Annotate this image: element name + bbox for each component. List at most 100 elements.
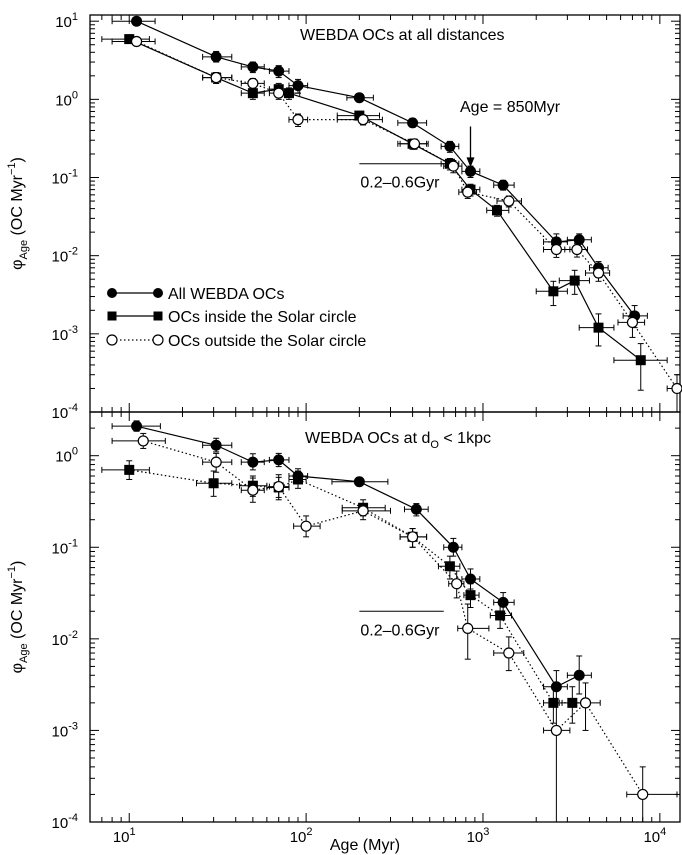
x-tick-exponent: 1: [130, 826, 136, 838]
y-tick-label: 10-1: [52, 168, 78, 188]
data-point-filled-circle: [464, 573, 476, 585]
x-tick-base: 10: [113, 829, 130, 846]
data-point-filled-square: [247, 88, 258, 99]
data-point-filled-square: [569, 275, 580, 286]
data-point-filled-circle: [210, 51, 222, 63]
y-tick-base: 10: [52, 171, 69, 188]
legend-marker-filled-square: [107, 311, 117, 321]
data-point-open-circle: [550, 724, 562, 737]
y-tick-label: 10-4: [52, 812, 78, 832]
legend-marker-filled-circle: [107, 288, 117, 298]
y-label-symbol: φ: [9, 663, 26, 673]
data-point-filled-circle: [497, 179, 509, 191]
data-point-open-circle: [462, 186, 474, 198]
y-tick-label: 10-2: [52, 246, 78, 266]
data-point-filled-square: [548, 286, 559, 297]
legend-label: All WEBDA OCs: [168, 286, 284, 303]
data-point-filled-circle: [292, 80, 304, 92]
panel-annotation: WEBDA OCs at dO < 1kpc: [305, 430, 491, 451]
data-point-open-circle: [210, 456, 222, 468]
age-annotation: Age = 850Myr: [460, 99, 561, 116]
series-line-filled-circle: [136, 20, 636, 317]
data-point-open-circle: [247, 77, 259, 89]
data-point-filled-square: [635, 355, 646, 366]
data-point-filled-circle: [273, 454, 285, 466]
data-point-open-circle: [579, 697, 592, 709]
data-point-open-circle: [210, 71, 222, 84]
x-tick-exponent: 3: [483, 826, 489, 838]
y-tick-base: 10: [52, 815, 69, 832]
data-point-filled-circle: [131, 420, 143, 432]
series-line-filled-square: [129, 469, 573, 704]
age-bin-label: 0.2–0.6Gyr: [360, 175, 440, 192]
legend-label: OCs inside the Solar circle: [168, 309, 357, 326]
data-point-open-circle: [626, 316, 639, 329]
y-tick-base: 10: [52, 405, 69, 422]
y-tick-label: 10-2: [52, 629, 78, 649]
data-point-filled-square: [593, 322, 604, 333]
x-tick-label: 102: [290, 826, 313, 846]
data-point-filled-square: [548, 697, 559, 708]
y-tick-base: 10: [55, 92, 72, 109]
y-label-unit: (OC Myr: [9, 174, 26, 240]
y-tick-exponent: -2: [68, 629, 78, 641]
data-point-filled-square: [124, 464, 135, 475]
x-tick-exponent: 2: [306, 826, 312, 838]
data-point-open-circle: [300, 520, 312, 532]
annotation-main: WEBDA OCs at d: [305, 430, 430, 447]
data-point-open-circle: [137, 435, 149, 447]
data-point-open-circle: [247, 484, 259, 496]
y-tick-base: 10: [52, 249, 69, 266]
series-line-open-circle: [143, 440, 644, 795]
data-point-open-circle: [447, 160, 459, 172]
data-point-open-circle: [273, 87, 285, 99]
y-label-superscript: −1: [6, 566, 18, 579]
data-point-open-circle: [592, 267, 605, 279]
data-point-filled-square: [495, 610, 506, 621]
data-point-open-circle: [571, 243, 583, 256]
data-point-filled-circle: [273, 65, 285, 77]
data-point-filled-circle: [353, 92, 365, 104]
y-tick-exponent: -3: [68, 324, 78, 336]
y-tick-exponent: 0: [72, 89, 78, 101]
data-point-open-circle: [357, 114, 369, 126]
series-line-filled-circle: [136, 425, 580, 688]
y-tick-base: 10: [52, 632, 69, 649]
y-tick-label: 10-4: [52, 402, 78, 422]
data-point-filled-circle: [407, 117, 419, 129]
x-tick-base: 10: [467, 829, 484, 846]
plot-frame: [89, 411, 681, 823]
data-point-filled-circle: [444, 140, 456, 152]
y-label-superscript: −1: [6, 162, 18, 175]
data-point-open-circle: [637, 788, 649, 801]
x-tick-base: 10: [290, 829, 307, 846]
legend-marker-open-circle: [152, 334, 164, 346]
data-point-filled-circle: [573, 669, 585, 681]
y-axis-label: φAge (OC Myr−1): [6, 157, 30, 270]
data-point-filled-square: [444, 561, 455, 572]
data-point-filled-circle: [210, 439, 222, 451]
data-point-open-circle: [503, 647, 515, 659]
data-point-open-circle: [408, 138, 421, 150]
y-tick-exponent: -3: [68, 720, 78, 732]
y-tick-exponent: -2: [68, 246, 78, 258]
annotation-rest: < 1kpc: [439, 430, 491, 447]
data-point-filled-circle: [247, 456, 259, 468]
data-point-open-circle: [406, 531, 419, 543]
y-label-subscript: Age: [18, 643, 30, 663]
data-point-open-circle: [550, 243, 562, 256]
y-tick-label: 10-3: [52, 324, 78, 344]
data-point-filled-circle: [410, 503, 422, 515]
y-tick-exponent: 1: [72, 11, 78, 23]
data-point-open-circle: [503, 195, 515, 207]
data-point-filled-circle: [247, 61, 259, 73]
data-point-open-circle: [451, 578, 463, 590]
x-tick-exponent: 4: [660, 826, 666, 838]
y-tick-base: 10: [52, 723, 69, 740]
data-point-open-circle: [462, 622, 474, 635]
legend-marker-open-circle: [106, 334, 118, 346]
panel-annotation: WEBDA OCs at all distances: [300, 27, 505, 44]
data-point-filled-circle: [353, 476, 365, 488]
